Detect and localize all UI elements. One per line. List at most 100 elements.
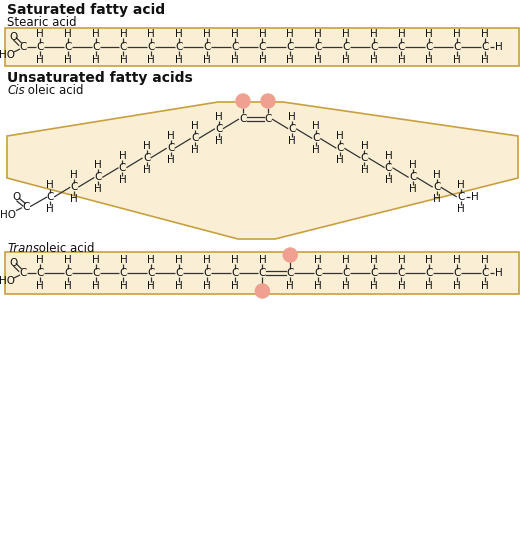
Text: H: H bbox=[119, 175, 127, 185]
Text: C: C bbox=[175, 268, 183, 278]
Text: C: C bbox=[119, 163, 126, 172]
Text: H: H bbox=[370, 281, 377, 291]
Text: H: H bbox=[120, 281, 127, 291]
Text: H: H bbox=[94, 184, 102, 194]
Text: H: H bbox=[230, 255, 238, 265]
Text: HO: HO bbox=[0, 276, 15, 286]
Text: H: H bbox=[264, 96, 272, 106]
Text: H: H bbox=[425, 281, 433, 291]
Text: H: H bbox=[433, 194, 440, 204]
Text: H: H bbox=[385, 151, 392, 161]
Text: H: H bbox=[397, 55, 405, 65]
Text: H: H bbox=[409, 184, 416, 194]
Text: H: H bbox=[342, 29, 350, 39]
Text: H: H bbox=[286, 55, 294, 65]
Text: HO: HO bbox=[0, 50, 15, 60]
Text: H: H bbox=[46, 204, 54, 214]
Text: H: H bbox=[230, 55, 238, 65]
Text: H: H bbox=[495, 42, 502, 52]
Text: HO: HO bbox=[0, 210, 16, 219]
Text: H: H bbox=[175, 55, 183, 65]
Text: C: C bbox=[92, 268, 99, 278]
Text: C: C bbox=[342, 42, 350, 52]
Text: H: H bbox=[120, 55, 127, 65]
Text: oleic acid: oleic acid bbox=[35, 241, 94, 255]
Text: H: H bbox=[148, 55, 155, 65]
Text: H: H bbox=[203, 255, 211, 265]
Text: C: C bbox=[385, 163, 392, 172]
Text: H: H bbox=[481, 29, 489, 39]
Text: C: C bbox=[314, 42, 322, 52]
Text: C: C bbox=[203, 268, 211, 278]
Text: H: H bbox=[481, 55, 489, 65]
Text: H: H bbox=[36, 255, 44, 265]
Text: C: C bbox=[264, 114, 272, 124]
Text: C: C bbox=[191, 134, 198, 144]
Text: H: H bbox=[92, 29, 99, 39]
Bar bbox=[5, 252, 519, 294]
Text: C: C bbox=[361, 153, 368, 163]
Text: C: C bbox=[409, 172, 416, 183]
Text: H: H bbox=[425, 55, 433, 65]
Text: H: H bbox=[120, 29, 127, 39]
Text: C: C bbox=[231, 268, 238, 278]
Text: H: H bbox=[385, 175, 392, 185]
Text: C: C bbox=[203, 42, 211, 52]
Text: H: H bbox=[258, 55, 266, 65]
Text: H: H bbox=[314, 255, 322, 265]
Text: H: H bbox=[453, 55, 461, 65]
Text: H: H bbox=[453, 281, 461, 291]
Text: H: H bbox=[258, 255, 266, 265]
Text: H: H bbox=[36, 55, 44, 65]
Text: C: C bbox=[36, 268, 44, 278]
Text: H: H bbox=[148, 281, 155, 291]
Text: C: C bbox=[64, 42, 71, 52]
Text: H: H bbox=[433, 170, 440, 180]
Text: C: C bbox=[398, 42, 405, 52]
Text: H: H bbox=[457, 180, 465, 190]
Text: H: H bbox=[203, 55, 211, 65]
Text: C: C bbox=[287, 42, 294, 52]
Text: C: C bbox=[481, 42, 488, 52]
Text: C: C bbox=[120, 268, 127, 278]
Text: C: C bbox=[481, 268, 488, 278]
Text: H: H bbox=[453, 255, 461, 265]
Text: H: H bbox=[70, 170, 78, 180]
Text: C: C bbox=[457, 192, 465, 202]
Text: H: H bbox=[92, 55, 99, 65]
Text: C: C bbox=[46, 192, 54, 202]
Text: oleic acid: oleic acid bbox=[24, 83, 83, 97]
Text: H: H bbox=[481, 281, 489, 291]
Text: H: H bbox=[36, 281, 44, 291]
Text: C: C bbox=[287, 268, 294, 278]
Text: H: H bbox=[64, 255, 72, 265]
Circle shape bbox=[261, 94, 275, 108]
Text: H: H bbox=[457, 204, 465, 214]
Text: H: H bbox=[148, 29, 155, 39]
Text: H: H bbox=[397, 255, 405, 265]
Text: H: H bbox=[409, 160, 416, 170]
Text: Trans: Trans bbox=[7, 241, 39, 255]
Text: C: C bbox=[215, 124, 223, 134]
Text: H: H bbox=[175, 281, 183, 291]
Text: C: C bbox=[453, 268, 461, 278]
Text: Cis: Cis bbox=[7, 83, 25, 97]
Text: C: C bbox=[314, 268, 322, 278]
Text: H: H bbox=[397, 29, 405, 39]
Text: H: H bbox=[481, 255, 489, 265]
Text: H: H bbox=[288, 136, 296, 146]
Circle shape bbox=[283, 248, 297, 262]
Text: H: H bbox=[167, 131, 174, 141]
Text: Saturated fatty acid: Saturated fatty acid bbox=[7, 3, 165, 17]
Text: H: H bbox=[64, 29, 72, 39]
Text: C: C bbox=[148, 268, 155, 278]
Text: C: C bbox=[143, 153, 150, 163]
Text: H: H bbox=[92, 255, 99, 265]
Text: H: H bbox=[286, 29, 294, 39]
Text: H: H bbox=[175, 29, 183, 39]
Text: H: H bbox=[370, 255, 377, 265]
Text: Stearic acid: Stearic acid bbox=[7, 15, 77, 28]
Text: C: C bbox=[342, 268, 350, 278]
Text: C: C bbox=[433, 182, 440, 192]
Text: C: C bbox=[120, 42, 127, 52]
